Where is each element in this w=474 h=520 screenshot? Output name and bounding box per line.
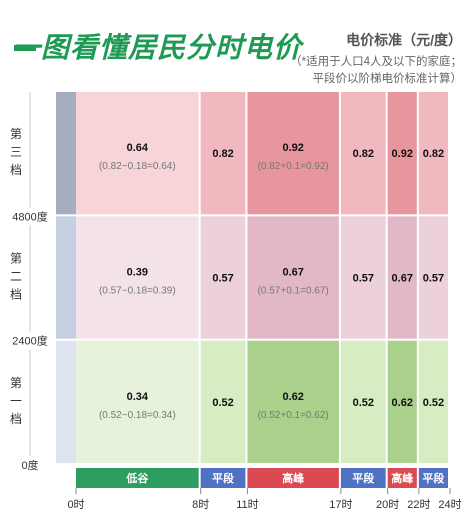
x-tick-label: 8时 bbox=[192, 498, 209, 511]
price-formula: (0.82−0.18=0.64) bbox=[99, 161, 176, 172]
tariff-cell bbox=[340, 216, 386, 339]
price-value: 0.62 bbox=[282, 391, 303, 403]
price-value: 0.82 bbox=[353, 148, 374, 160]
x-tick-label: 11时 bbox=[236, 498, 258, 511]
price-value: 0.64 bbox=[127, 142, 149, 154]
tariff-cell bbox=[387, 92, 417, 215]
unit-block: 电价标准（元/度） （*适用于人口4人及以下的家庭； 平段价以阶梯电价标准计算） bbox=[272, 30, 462, 88]
price-value: 0.52 bbox=[423, 397, 444, 409]
tariff-cell bbox=[76, 92, 199, 215]
title-accent-bar bbox=[14, 45, 36, 51]
price-formula: (0.52−0.18=0.34) bbox=[99, 410, 176, 421]
x-tick-label: 17时 bbox=[329, 498, 352, 511]
tariff-cell bbox=[418, 340, 448, 463]
tariff-cell bbox=[76, 340, 199, 463]
unit-note-line: （*适用于人口4人及以下的家庭； bbox=[290, 56, 462, 68]
y-tick-label: 4800度 bbox=[12, 209, 47, 223]
price-value: 0.82 bbox=[212, 148, 233, 160]
period-label: 低谷 bbox=[125, 471, 149, 485]
tier-label-char: 三 bbox=[10, 145, 22, 159]
price-value: 0.92 bbox=[392, 148, 413, 160]
price-value: 0.92 bbox=[282, 142, 303, 154]
period-label-bg bbox=[76, 468, 199, 488]
period-label: 平段 bbox=[422, 471, 444, 485]
price-formula: (0.52+0.1=0.62) bbox=[258, 410, 329, 421]
tier-label-char: 第 bbox=[10, 252, 22, 266]
tariff-cell bbox=[200, 340, 246, 463]
price-formula: (0.57+0.1=0.67) bbox=[258, 286, 329, 297]
price-value: 0.57 bbox=[212, 273, 233, 285]
price-value: 0.62 bbox=[392, 397, 413, 409]
price-value: 0.52 bbox=[353, 397, 374, 409]
tier-label-char: 档 bbox=[10, 163, 22, 177]
tariff-cell bbox=[247, 92, 339, 215]
price-value: 0.34 bbox=[127, 391, 149, 403]
tariff-cell bbox=[387, 340, 417, 463]
y-tick-label: 2400度 bbox=[12, 334, 47, 348]
x-tick-label: 20时 bbox=[376, 498, 399, 511]
tier-label-char: 档 bbox=[10, 412, 22, 426]
tariff-cell bbox=[340, 340, 386, 463]
price-value: 0.67 bbox=[282, 267, 303, 279]
tier-label-char: 一 bbox=[10, 394, 22, 408]
tariff-cell bbox=[387, 216, 417, 339]
period-label: 平段 bbox=[352, 471, 374, 485]
price-value: 0.52 bbox=[212, 397, 233, 409]
x-tick-label: 24时 bbox=[438, 498, 461, 511]
period-label-bg bbox=[418, 468, 448, 488]
period-label-bg bbox=[387, 468, 417, 488]
period-label-bg bbox=[200, 468, 246, 488]
unit-note: （*适用于人口4人及以下的家庭； 平段价以阶梯电价标准计算） bbox=[272, 54, 462, 88]
price-value: 0.57 bbox=[353, 273, 374, 285]
period-label-bg bbox=[340, 468, 386, 488]
page-title: 一图看懂居民分时电价 bbox=[12, 32, 303, 63]
unit-note-line: 平段价以阶梯电价标准计算） bbox=[312, 73, 463, 85]
tariff-cell bbox=[247, 340, 339, 463]
tier-side-bar bbox=[56, 216, 76, 339]
tier-label-char: 档 bbox=[10, 288, 22, 302]
tier-side-bar bbox=[56, 340, 76, 463]
tariff-cell bbox=[200, 92, 246, 215]
tariff-cell bbox=[418, 92, 448, 215]
unit-label: 电价标准（元/度） bbox=[346, 32, 462, 48]
tariff-cell bbox=[76, 216, 199, 339]
tier-label-char: 二 bbox=[10, 270, 22, 284]
tariff-cell bbox=[418, 216, 448, 339]
tier-label-char: 第 bbox=[10, 376, 22, 390]
period-label: 平段 bbox=[212, 471, 234, 485]
tier-side-bar bbox=[56, 92, 76, 215]
price-value: 0.57 bbox=[423, 273, 444, 285]
x-tick-label: 0时 bbox=[67, 498, 84, 511]
tariff-cell bbox=[340, 92, 386, 215]
period-label: 高峰 bbox=[391, 471, 414, 485]
tariff-cell bbox=[200, 216, 246, 339]
period-label-bg bbox=[247, 468, 339, 488]
y-tick-label: 0度 bbox=[21, 458, 38, 472]
price-value: 0.39 bbox=[127, 267, 148, 279]
tariff-cell bbox=[247, 216, 339, 339]
tier-label-char: 第 bbox=[10, 127, 22, 141]
x-tick-label: 22时 bbox=[407, 498, 430, 511]
price-formula: (0.57−0.18=0.39) bbox=[99, 286, 176, 297]
price-value: 0.82 bbox=[423, 148, 444, 160]
period-label: 高峰 bbox=[282, 471, 305, 485]
price-value: 0.67 bbox=[392, 273, 413, 285]
price-formula: (0.82+0.1=0.92) bbox=[258, 161, 329, 172]
